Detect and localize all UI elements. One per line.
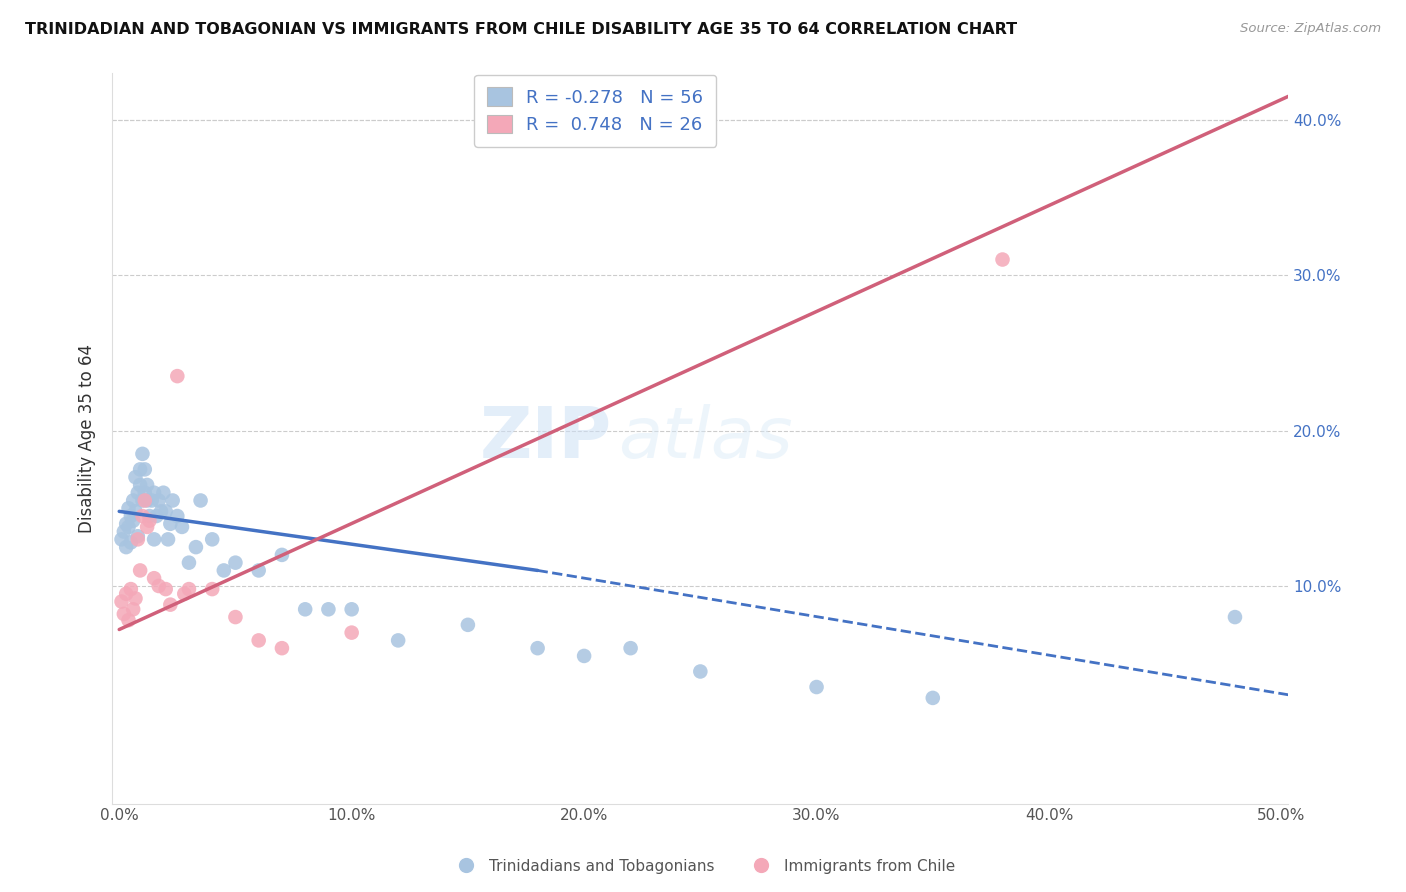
Point — [117, 613, 139, 627]
Point — [572, 648, 595, 663]
Point — [117, 501, 139, 516]
Point — [921, 690, 943, 705]
Point — [148, 579, 170, 593]
Point — [620, 641, 643, 656]
Point — [155, 582, 177, 596]
Point — [340, 602, 363, 616]
Point — [138, 509, 160, 524]
Point — [134, 462, 156, 476]
Point — [271, 641, 294, 656]
Point — [122, 514, 145, 528]
Point — [170, 520, 193, 534]
Point — [247, 564, 270, 578]
Point — [247, 633, 270, 648]
Point — [152, 485, 174, 500]
Point — [120, 582, 142, 596]
Legend: Trinidadians and Tobagonians, Immigrants from Chile: Trinidadians and Tobagonians, Immigrants… — [446, 853, 960, 880]
Point — [148, 493, 170, 508]
Point — [110, 533, 132, 547]
Point — [127, 529, 149, 543]
Point — [318, 602, 340, 616]
Text: TRINIDADIAN AND TOBAGONIAN VS IMMIGRANTS FROM CHILE DISABILITY AGE 35 TO 64 CORR: TRINIDADIAN AND TOBAGONIAN VS IMMIGRANTS… — [25, 22, 1018, 37]
Point — [162, 493, 184, 508]
Point — [141, 493, 163, 508]
Point — [457, 617, 479, 632]
Point — [340, 625, 363, 640]
Point — [806, 680, 828, 694]
Point — [120, 535, 142, 549]
Point — [127, 533, 149, 547]
Point — [136, 520, 159, 534]
Point — [159, 516, 181, 531]
Point — [1223, 610, 1246, 624]
Point — [177, 582, 200, 596]
Text: Source: ZipAtlas.com: Source: ZipAtlas.com — [1240, 22, 1381, 36]
Point — [150, 504, 173, 518]
Point — [134, 485, 156, 500]
Point — [387, 633, 409, 648]
Point — [138, 514, 160, 528]
Point — [134, 493, 156, 508]
Point — [122, 493, 145, 508]
Point — [177, 556, 200, 570]
Point — [122, 602, 145, 616]
Point — [991, 252, 1014, 267]
Point — [129, 462, 152, 476]
Point — [129, 478, 152, 492]
Point — [143, 533, 166, 547]
Point — [117, 520, 139, 534]
Point — [131, 447, 153, 461]
Point — [120, 509, 142, 524]
Point — [124, 591, 146, 606]
Point — [166, 369, 188, 384]
Point — [143, 571, 166, 585]
Point — [224, 610, 246, 624]
Point — [184, 540, 207, 554]
Point — [143, 485, 166, 500]
Text: ZIP: ZIP — [479, 404, 612, 473]
Point — [157, 533, 180, 547]
Point — [112, 524, 135, 539]
Point — [124, 504, 146, 518]
Point — [159, 598, 181, 612]
Point — [166, 509, 188, 524]
Point — [201, 582, 224, 596]
Point — [145, 509, 167, 524]
Point — [112, 607, 135, 621]
Point — [224, 556, 246, 570]
Point — [212, 564, 235, 578]
Point — [127, 485, 149, 500]
Point — [110, 594, 132, 608]
Point — [201, 533, 224, 547]
Point — [294, 602, 316, 616]
Point — [271, 548, 294, 562]
Point — [129, 564, 152, 578]
Point — [136, 478, 159, 492]
Point — [689, 665, 711, 679]
Point — [155, 504, 177, 518]
Point — [115, 516, 138, 531]
Point — [526, 641, 548, 656]
Legend: R = -0.278   N = 56, R =  0.748   N = 26: R = -0.278 N = 56, R = 0.748 N = 26 — [474, 75, 716, 147]
Y-axis label: Disability Age 35 to 64: Disability Age 35 to 64 — [79, 343, 96, 533]
Point — [173, 587, 195, 601]
Text: atlas: atlas — [619, 404, 793, 473]
Point — [115, 540, 138, 554]
Point — [115, 587, 138, 601]
Point — [131, 509, 153, 524]
Point — [136, 493, 159, 508]
Point — [190, 493, 212, 508]
Point — [131, 493, 153, 508]
Point — [124, 470, 146, 484]
